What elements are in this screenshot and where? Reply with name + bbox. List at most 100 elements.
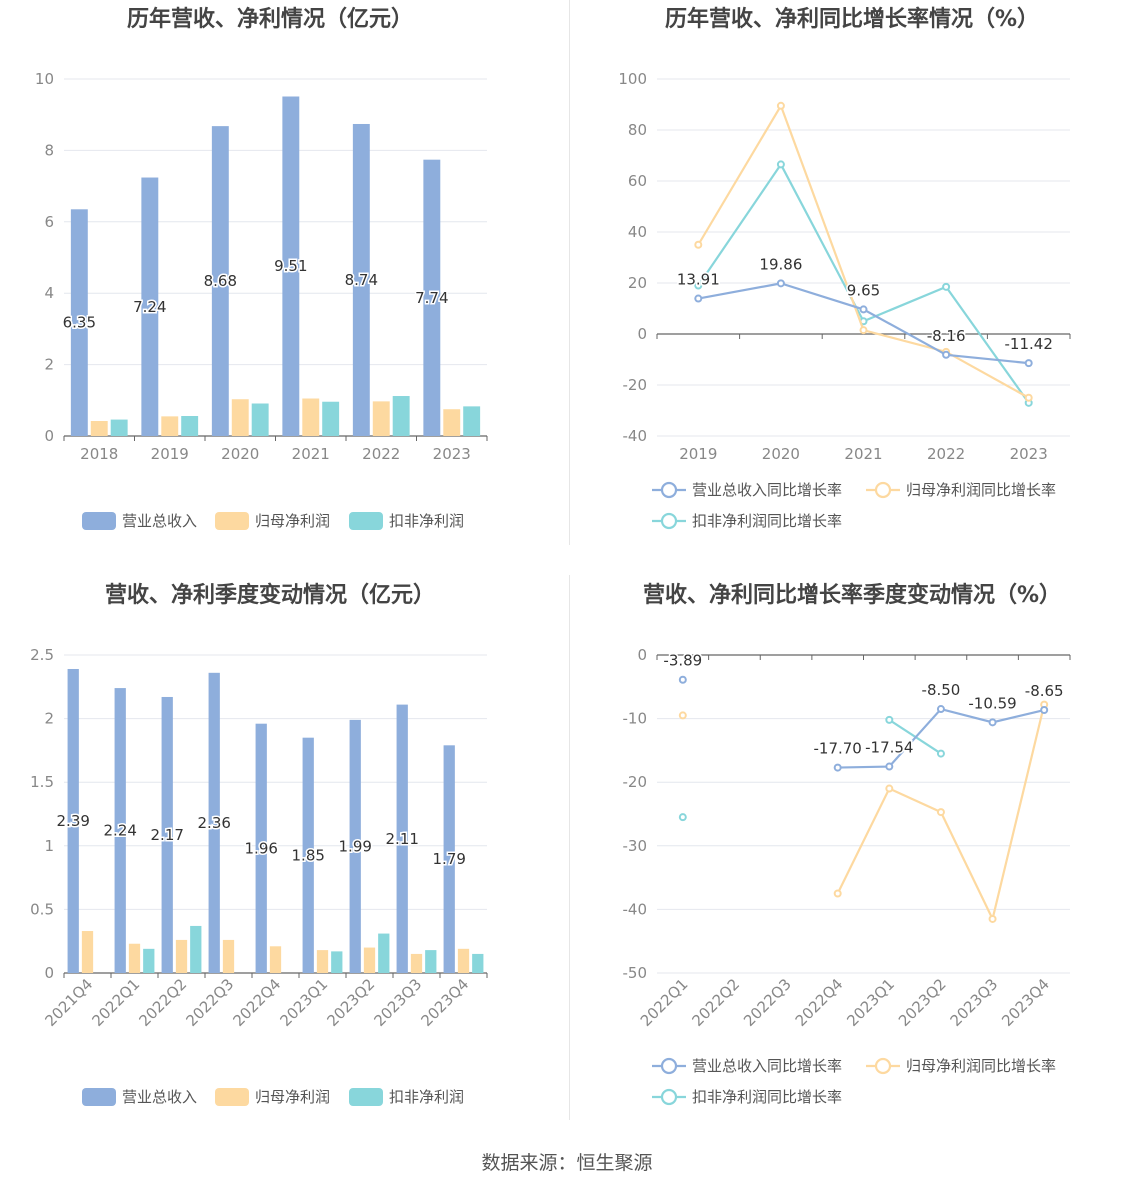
legend-swatch (349, 512, 383, 530)
bar-1 (222, 939, 235, 973)
y-tick-label: 0 (44, 427, 54, 445)
legend-label: 归母净利润 (255, 512, 330, 530)
x-tick-label: 2020 (762, 445, 800, 463)
x-tick-label: 2021Q4 (42, 975, 97, 1030)
series-point-0 (1040, 706, 1049, 715)
y-tick-label: 2 (44, 710, 54, 728)
x-tick-label: 2022Q2 (688, 975, 743, 1030)
legend-label: 扣非净利润 (389, 1088, 464, 1106)
legend-label: 扣非净利润 (389, 512, 464, 530)
bar-2 (181, 416, 199, 436)
bar-data-label: 9.51 (274, 257, 307, 275)
vertical-divider-bottom (569, 575, 570, 1120)
legend-marker (660, 512, 678, 530)
series-point-0 (678, 675, 687, 684)
legend-swatch (82, 1088, 116, 1106)
legend-marker (660, 481, 678, 499)
series-point-0 (833, 763, 842, 772)
x-tick-label: 2022Q3 (183, 975, 238, 1030)
bar-1 (457, 948, 470, 973)
bar-1 (269, 946, 282, 973)
x-tick-label: 2023Q3 (947, 975, 1002, 1030)
bar-data-label: 8.68 (204, 272, 237, 290)
legend-marker (660, 1057, 678, 1075)
bar-1 (302, 398, 320, 436)
series-point-1 (678, 711, 687, 720)
legend-label: 营业总收入 (122, 512, 197, 530)
series-point-0 (776, 279, 785, 288)
point-data-label: -8.16 (927, 327, 966, 345)
bar-0 (443, 745, 455, 973)
bar-0 (161, 696, 173, 973)
bar-0 (67, 668, 79, 973)
bar-2 (143, 948, 155, 973)
legend-marker (874, 481, 892, 499)
y-tick-label: 0 (637, 325, 647, 343)
y-tick-label: -10 (623, 710, 648, 728)
point-data-label: -10.59 (968, 694, 1016, 712)
x-tick-label: 2021 (844, 445, 882, 463)
series-point-1 (833, 889, 842, 898)
bar-1 (363, 947, 376, 973)
x-tick-label: 2023Q4 (418, 975, 473, 1030)
y-tick-label: 0 (44, 964, 54, 982)
bar-data-label: 2.17 (151, 826, 184, 844)
bar-1 (81, 931, 94, 973)
legend-label: 营业总收入同比增长率 (692, 1057, 842, 1075)
y-tick-label: 1.5 (30, 773, 54, 791)
data-source-note: 数据来源：恒生聚源 (481, 1152, 653, 1174)
y-tick-label: 80 (628, 121, 647, 139)
y-tick-label: 20 (628, 274, 647, 292)
y-tick-label: 2.5 (30, 646, 54, 664)
vertical-divider-top (569, 0, 570, 545)
y-tick-label: 60 (628, 172, 647, 190)
series-point-2 (885, 715, 894, 724)
bar-0 (396, 704, 408, 973)
point-data-label: -8.65 (1025, 682, 1064, 700)
legend-item: 营业总收入 (82, 512, 197, 530)
point-data-label: -11.42 (1005, 335, 1053, 353)
bar-0 (255, 723, 267, 973)
bar-0 (70, 209, 88, 436)
x-tick-label: 2023 (433, 445, 471, 463)
x-tick-label: 2022 (362, 445, 400, 463)
legend-item: 扣非净利润 (349, 512, 464, 530)
y-tick-label: -40 (623, 427, 648, 445)
y-tick-label: 40 (628, 223, 647, 241)
series-point-0 (885, 762, 894, 771)
series-point-2 (936, 749, 945, 758)
y-tick-label: 6 (44, 213, 54, 231)
x-tick-label: 2022Q3 (740, 975, 795, 1030)
bar-2 (331, 951, 343, 973)
bar-2 (322, 401, 340, 436)
x-tick-label: 2023Q3 (371, 975, 426, 1030)
legend-label: 归母净利润 (255, 1088, 330, 1106)
bar-0 (282, 96, 300, 437)
y-tick-label: 2 (44, 356, 54, 374)
bar-0 (423, 159, 441, 436)
legend-swatch (82, 512, 116, 530)
bar-1 (231, 399, 249, 436)
bar-data-label: 1.96 (245, 839, 278, 857)
bar-data-label: 2.24 (104, 822, 137, 840)
y-tick-label: 1 (44, 837, 54, 855)
bar-data-label: 2.39 (57, 812, 90, 830)
bar-1 (161, 416, 179, 436)
series-point-0 (859, 305, 868, 314)
legend-label: 扣非净利润同比增长率 (692, 1088, 842, 1106)
bar-1 (175, 939, 188, 973)
quarterly-growth-rate-chart: 营收、净利同比增长率季度变动情况（%） -50 -40 -30 -20 -10 0 2022Q… (570, 572, 1134, 1132)
legend-item: 营业总收入同比增长率 (652, 1057, 842, 1075)
bar-0 (141, 177, 159, 437)
annual-revenue-profit-chart: 历年营收、净利情况（亿元） 0 2 4 6 8 10 2018 2019 2020 2021 2022… (0, 0, 566, 560)
bar-0 (352, 123, 370, 437)
y-tick-label: -20 (623, 376, 648, 394)
x-tick-label: 2022Q1 (89, 975, 144, 1030)
legend-item: 归母净利润同比增长率 (866, 481, 1056, 499)
x-tick-label: 2022 (927, 445, 965, 463)
bar-1 (128, 943, 141, 973)
bar-data-label: 1.99 (339, 837, 372, 855)
series-point-0 (988, 718, 997, 727)
series-point-1 (859, 326, 868, 335)
x-tick-label: 2023Q1 (843, 975, 898, 1030)
